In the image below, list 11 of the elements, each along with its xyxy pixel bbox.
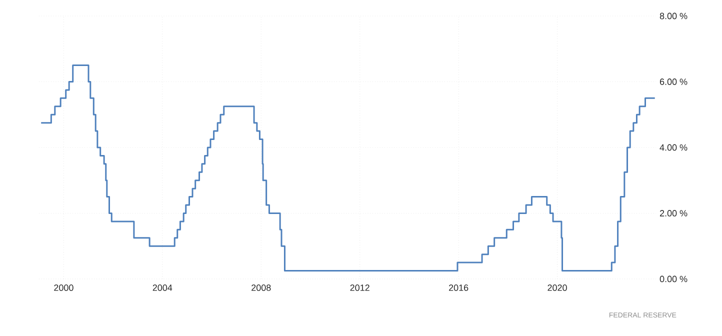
y-tick-label: 8.00 % bbox=[660, 12, 688, 20]
x-tick-label: 2020 bbox=[548, 284, 567, 291]
x-tick-label: 2012 bbox=[350, 284, 370, 291]
y-tick-label: 6.00 % bbox=[660, 78, 688, 85]
y-tick-label: 2.00 % bbox=[660, 210, 688, 216]
x-tick-label: 2000 bbox=[54, 284, 74, 291]
x-tick-label: 2016 bbox=[449, 284, 468, 291]
x-tick-label: 2004 bbox=[152, 284, 172, 291]
x-tick-label: 2008 bbox=[252, 284, 271, 291]
y-tick-label: 0.00 % bbox=[660, 276, 688, 282]
y-tick-label: 4.00 % bbox=[660, 144, 688, 151]
